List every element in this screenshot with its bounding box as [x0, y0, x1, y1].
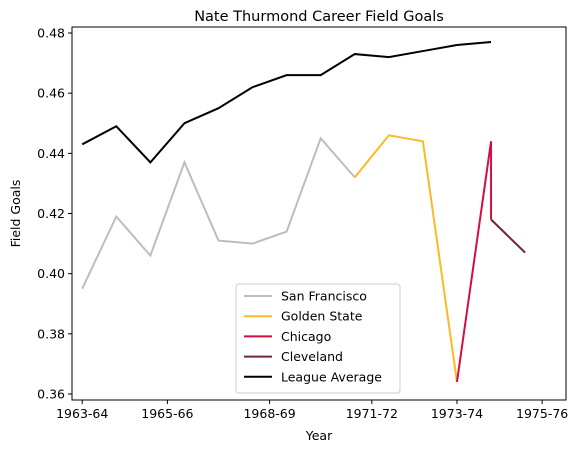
chart-title: Nate Thurmond Career Field Goals [194, 9, 444, 25]
x-tick-label: 1963-64 [56, 406, 108, 421]
plot-lines [81, 41, 526, 383]
y-axis: 0.36 0.38 0.40 0.42 0.44 0.46 0.48 [37, 26, 72, 401]
legend-box [235, 283, 401, 394]
legend-label: Cleveland [281, 349, 343, 364]
x-tick-label: 1975-76 [516, 406, 568, 421]
y-tick-label: 0.36 [37, 386, 65, 401]
legend-label: Golden State [281, 309, 363, 324]
series-line-0 [81, 136, 356, 290]
legend-label: San Francisco [281, 289, 367, 304]
y-tick-label: 0.44 [37, 146, 65, 161]
series-line-2 [455, 141, 493, 383]
y-tick-label: 0.40 [37, 266, 65, 281]
y-tick-label: 0.42 [37, 206, 65, 221]
y-tick-label: 0.48 [37, 26, 65, 41]
series-line-4 [81, 41, 492, 164]
y-axis-label: Field Goals [8, 180, 23, 248]
x-tick-label: 1973-74 [431, 406, 483, 421]
series-line-3 [490, 218, 526, 254]
y-tick-label: 0.46 [37, 86, 65, 101]
x-axis: 1963-64 1965-66 1968-69 1971-72 1973-74 1975-… [56, 400, 568, 421]
legend: San Francisco Golden State Chicago Clevelan… [235, 283, 401, 394]
x-tick-label: 1965-66 [141, 406, 193, 421]
legend-label: League Average [281, 369, 382, 384]
y-tick-label: 0.38 [37, 326, 65, 341]
x-tick-label: 1971-72 [346, 406, 398, 421]
x-axis-label: Year [305, 428, 333, 443]
x-tick-label: 1968-69 [243, 406, 295, 421]
series-line-1 [353, 134, 458, 383]
legend-label: Chicago [281, 329, 331, 344]
